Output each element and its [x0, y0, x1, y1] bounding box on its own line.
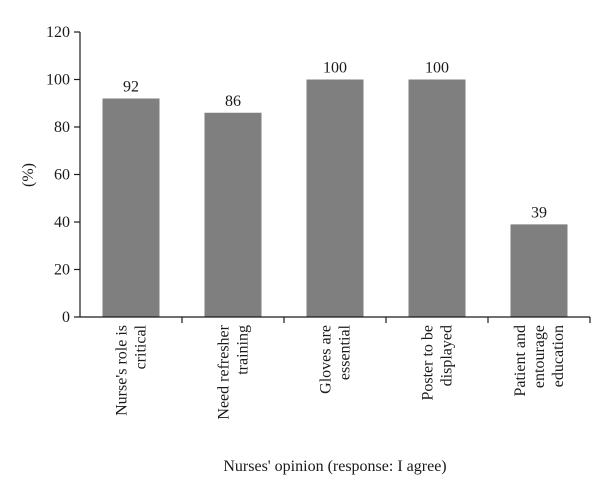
category-label-line: Nurse's role is	[114, 325, 131, 416]
bar	[306, 79, 364, 317]
x-axis-title: Nurses' opinion (response: I agree)	[223, 458, 446, 475]
y-tick-label: 40	[54, 214, 70, 231]
category-label-line: displayed	[439, 325, 456, 386]
y-tick-label: 20	[54, 262, 70, 279]
y-tick-label: 120	[46, 24, 70, 41]
x-axis-ticks	[181, 317, 591, 323]
y-axis-title: (%)	[20, 163, 37, 187]
y-tick-label: 60	[54, 167, 70, 184]
bar	[408, 79, 466, 317]
category-label: Patient and entourage education	[512, 325, 567, 397]
y-tick-label: 80	[54, 119, 70, 136]
bar	[510, 224, 568, 317]
category-label: Gloves are essential	[318, 324, 354, 393]
data-labels: 92 86 100 100 39	[123, 60, 547, 222]
category-label: Nurse's role is critical	[114, 324, 150, 415]
bar-value-label: 92	[123, 79, 139, 96]
bars	[102, 79, 568, 317]
bar	[102, 98, 160, 317]
category-label-line: Poster to be	[420, 325, 437, 401]
category-label-line: education	[550, 325, 567, 387]
bar-value-label: 86	[225, 93, 241, 110]
category-label-line: training	[235, 325, 252, 375]
category-label: Need refresher training	[216, 324, 252, 419]
bar-value-label: 100	[323, 60, 347, 77]
category-label-line: entourage	[531, 325, 548, 388]
bar-value-label: 100	[425, 60, 449, 77]
category-labels: Nurse's role is critical Need refresher tra…	[114, 324, 568, 419]
bar	[204, 112, 262, 317]
y-tick-label: 100	[46, 72, 70, 89]
category-label-line: critical	[133, 324, 150, 369]
category-label-line: Gloves are	[318, 325, 335, 394]
category-label-line: essential	[337, 324, 354, 380]
category-label-line: Need refresher	[216, 324, 233, 419]
y-tick-label: 0	[62, 309, 70, 326]
category-label-line: Patient and	[512, 325, 529, 397]
bar-value-label: 39	[531, 204, 547, 221]
y-axis-ticks: 0 20 40 60 80 100 120	[46, 24, 80, 326]
category-label: Poster to be displayed	[420, 325, 456, 401]
